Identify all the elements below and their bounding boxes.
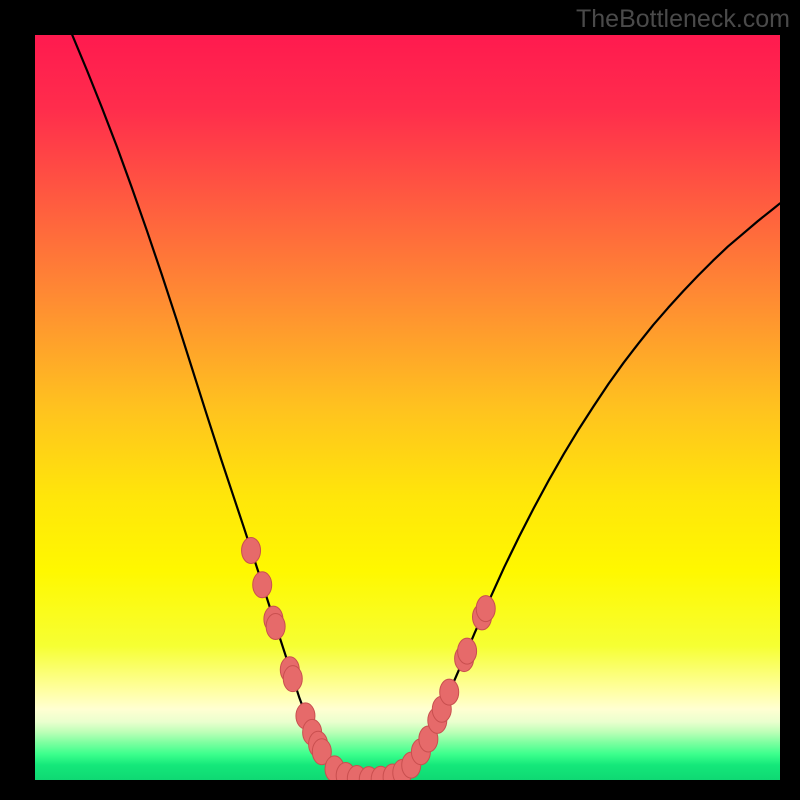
curve-marker [283, 666, 302, 692]
watermark-text: TheBottleneck.com [576, 5, 790, 34]
curve-marker [458, 638, 477, 664]
curve-marker [242, 538, 261, 564]
marker-group [242, 538, 496, 780]
chart-plot-area [35, 35, 780, 780]
chart-svg-layer [35, 35, 780, 780]
curve-marker [266, 614, 285, 640]
curve-marker [440, 679, 459, 705]
curve-marker [476, 596, 495, 622]
bottleneck-curve [72, 35, 780, 780]
curve-marker [253, 572, 272, 598]
